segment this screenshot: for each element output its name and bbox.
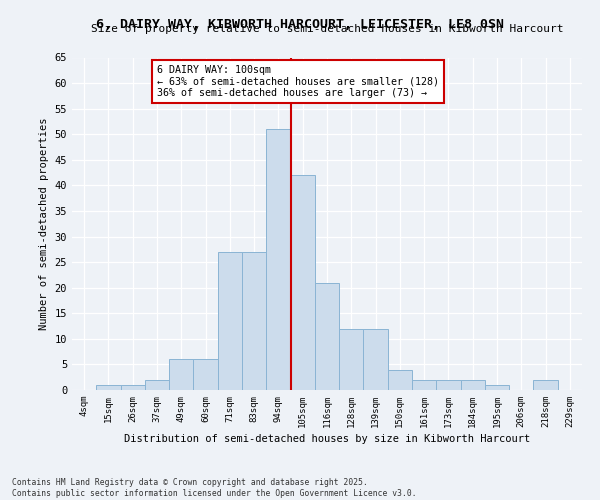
Bar — [485, 385, 509, 390]
Bar — [96, 385, 121, 390]
Bar — [145, 380, 169, 390]
Bar — [193, 360, 218, 390]
Bar — [436, 380, 461, 390]
Bar — [533, 380, 558, 390]
Text: 6, DAIRY WAY, KIBWORTH HARCOURT, LEICESTER, LE8 0SN: 6, DAIRY WAY, KIBWORTH HARCOURT, LEICEST… — [96, 18, 504, 30]
Bar — [461, 380, 485, 390]
Bar — [242, 252, 266, 390]
Title: Size of property relative to semi-detached houses in Kibworth Harcourt: Size of property relative to semi-detach… — [91, 24, 563, 34]
X-axis label: Distribution of semi-detached houses by size in Kibworth Harcourt: Distribution of semi-detached houses by … — [124, 434, 530, 444]
Bar — [412, 380, 436, 390]
Bar — [121, 385, 145, 390]
Bar — [218, 252, 242, 390]
Bar — [169, 360, 193, 390]
Bar — [364, 328, 388, 390]
Y-axis label: Number of semi-detached properties: Number of semi-detached properties — [39, 118, 49, 330]
Bar — [388, 370, 412, 390]
Bar — [266, 129, 290, 390]
Text: 6 DAIRY WAY: 100sqm
← 63% of semi-detached houses are smaller (128)
36% of semi-: 6 DAIRY WAY: 100sqm ← 63% of semi-detach… — [157, 65, 439, 98]
Bar — [290, 175, 315, 390]
Text: Contains HM Land Registry data © Crown copyright and database right 2025.
Contai: Contains HM Land Registry data © Crown c… — [12, 478, 416, 498]
Bar — [315, 282, 339, 390]
Bar — [339, 328, 364, 390]
